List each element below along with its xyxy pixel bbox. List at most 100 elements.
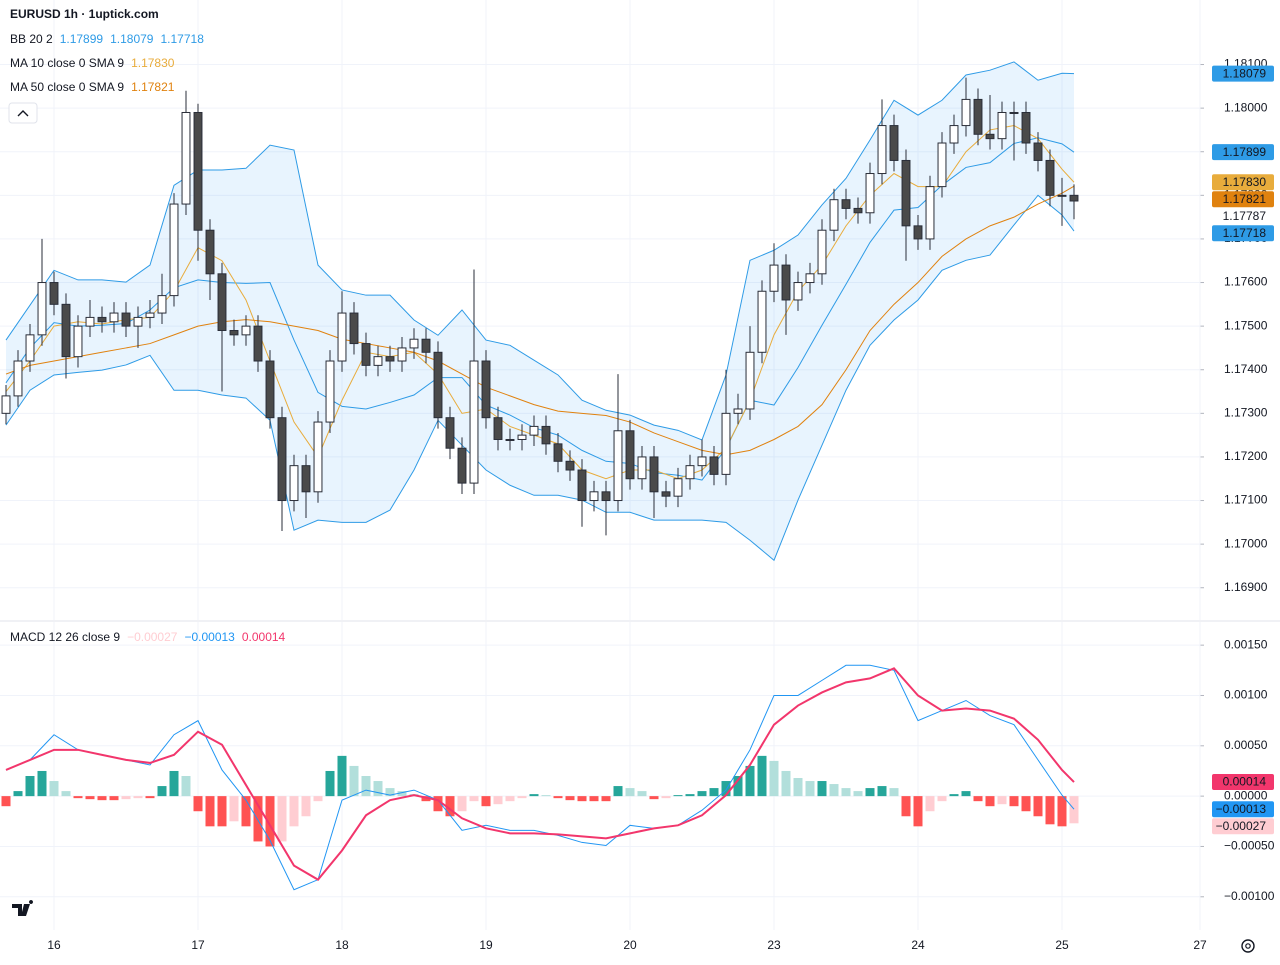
candle	[829, 188, 839, 242]
candle	[421, 328, 431, 364]
settings-button[interactable]	[1241, 939, 1255, 953]
collapse-button-frame[interactable]	[8, 102, 38, 124]
histogram-bar	[781, 770, 791, 797]
candle-body	[433, 351, 443, 419]
price-tag-label: 1.17718	[1223, 226, 1267, 240]
candle-body	[205, 229, 215, 275]
histogram-bar	[793, 778, 803, 797]
price-tag-label: 1.17830	[1223, 175, 1267, 189]
histogram-bar	[145, 796, 155, 799]
x-tick-label: 19	[479, 938, 493, 952]
histogram-bar	[697, 791, 707, 797]
histogram-bar	[229, 796, 239, 822]
candle-body	[193, 111, 203, 231]
candle	[661, 480, 671, 508]
candle-body	[361, 343, 371, 366]
candle-body	[577, 469, 587, 502]
histogram-bar	[37, 770, 47, 797]
candle	[793, 271, 803, 311]
candle	[1033, 132, 1043, 172]
y-tick-label: 1.17400	[1224, 362, 1268, 376]
candle-body	[997, 111, 1007, 140]
candle	[949, 114, 959, 154]
candle	[193, 103, 203, 261]
histogram-bar	[217, 796, 227, 827]
histogram-bar	[601, 796, 611, 802]
settings-gear[interactable]	[1241, 939, 1255, 953]
y-tick-label: 1.18000	[1224, 100, 1268, 114]
candle	[901, 149, 911, 261]
candle	[1009, 101, 1019, 161]
candle-body	[145, 312, 155, 318]
x-tick-label: 16	[47, 938, 61, 952]
signal-line	[5, 667, 1075, 881]
histogram-bar	[433, 796, 443, 812]
histogram-bar	[445, 796, 455, 817]
price-tag: 1.17899	[1212, 144, 1274, 161]
candle	[289, 454, 299, 512]
candle-body	[97, 316, 107, 323]
histogram-bar	[1, 796, 11, 807]
candle-body	[841, 199, 851, 209]
price-tag-box	[1212, 174, 1274, 191]
collapse-button[interactable]	[8, 102, 38, 124]
legend-value: −0.00013	[184, 630, 235, 644]
histogram-bar	[1009, 796, 1019, 807]
price-tag-label: −0.00013	[1216, 802, 1267, 816]
legend-name: MA 10 close 0 SMA 9	[10, 56, 124, 70]
candle	[205, 219, 215, 300]
candle	[1045, 149, 1055, 207]
candle	[709, 446, 719, 486]
candle-body	[277, 417, 287, 502]
candle-body	[817, 229, 827, 275]
histogram-bar	[133, 796, 143, 799]
candle	[85, 299, 95, 338]
candle	[37, 238, 47, 346]
candle-body	[13, 360, 23, 397]
candle	[229, 319, 239, 346]
candle	[433, 341, 443, 429]
candle-body	[589, 491, 599, 502]
candle	[889, 114, 899, 172]
histogram-bar	[649, 796, 659, 800]
histogram-bar	[385, 788, 395, 797]
histogram-bar	[457, 796, 467, 812]
y-tick-label: 1.17500	[1224, 318, 1268, 332]
candle	[217, 262, 227, 392]
histogram-bar	[349, 765, 359, 797]
histogram-bar	[901, 796, 911, 817]
price-tag-label: 1.17899	[1223, 145, 1267, 159]
candle	[589, 480, 599, 512]
candle-body	[409, 338, 419, 349]
candle	[457, 437, 467, 494]
price-tag: −0.00027	[1212, 818, 1274, 835]
histogram-bar	[493, 796, 503, 805]
histogram-bar	[49, 781, 59, 797]
candle	[109, 302, 119, 333]
candle-body	[505, 438, 515, 441]
legend-entry: BB 20 2 1.17899 1.18079 1.17718	[10, 32, 204, 46]
histogram-bar	[397, 791, 407, 797]
candle	[121, 302, 131, 338]
candle-body	[865, 173, 875, 214]
legend-value: 0.00014	[242, 630, 286, 644]
histogram-bar	[373, 781, 383, 797]
collapse-icon[interactable]	[17, 110, 29, 117]
candle	[361, 332, 371, 377]
candle-body	[109, 312, 119, 323]
settings-gear-hub[interactable]	[1245, 943, 1251, 949]
legend-value: 1.17821	[131, 80, 175, 94]
histogram-bar	[865, 788, 875, 797]
candle	[757, 280, 767, 364]
candle-body	[49, 282, 59, 305]
candle	[517, 424, 527, 451]
candle	[265, 350, 275, 429]
candle	[25, 323, 35, 372]
histogram-bar	[73, 796, 83, 799]
histogram-bar	[757, 755, 767, 797]
candle-body	[349, 312, 359, 345]
candle-body	[1009, 111, 1019, 114]
histogram-bar	[325, 770, 335, 797]
y-tick-label: 1.17100	[1224, 493, 1268, 507]
